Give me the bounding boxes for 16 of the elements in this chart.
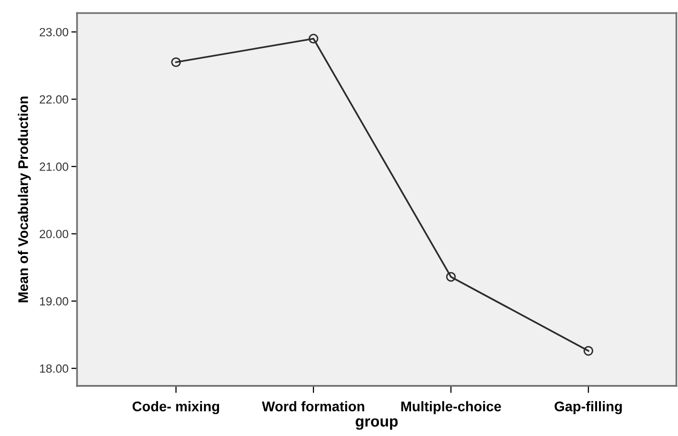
x-tick-label: Word formation [262, 401, 364, 412]
y-tick-label: 22.00 [40, 95, 68, 104]
y-tick-label: 20.00 [40, 230, 68, 238]
x-tick-label: Gap-filling [554, 401, 622, 414]
y-tick-label: 18.00 [40, 364, 68, 373]
x-tick-label: Multiple-choice [401, 401, 502, 414]
y-tick-label: 21.00 [40, 162, 68, 171]
y-axis-title: Mean of Vocabulary Production [18, 96, 31, 302]
point [171, 57, 181, 68]
y-tick-label: 19.00 [40, 297, 68, 306]
point [446, 272, 456, 282]
x-axis-title: group [356, 418, 398, 430]
y-tick-label: 23.00 [40, 28, 68, 36]
point [308, 34, 318, 44]
x-tick-label: Code- mixing [132, 401, 220, 414]
point [584, 346, 594, 356]
